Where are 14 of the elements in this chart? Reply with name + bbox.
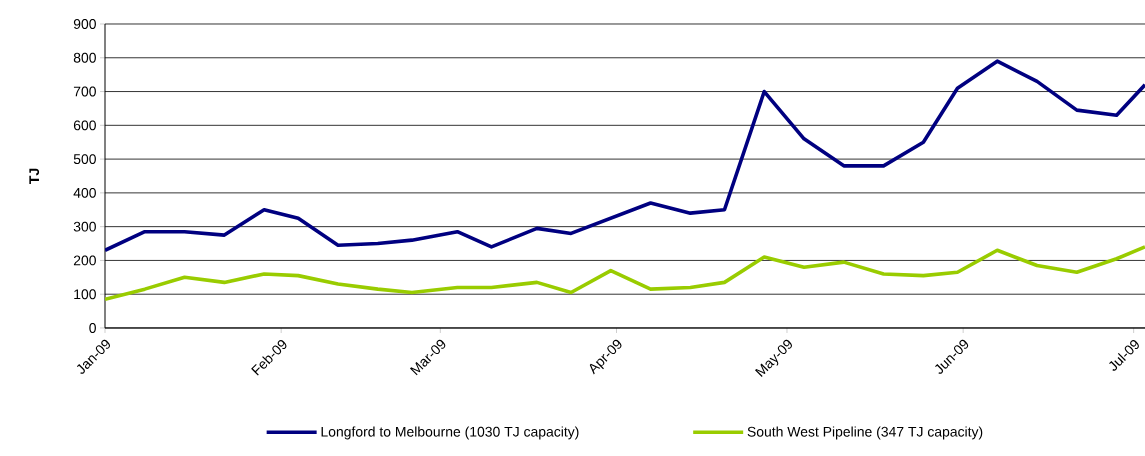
line-series (105, 245, 1145, 302)
legend-label: Longford to Melbourne (1030 TJ capacity) (321, 426, 579, 440)
y-tick-label: 600 (73, 120, 96, 131)
y-tick-label: 0 (89, 323, 96, 333)
y-tick-label: 100 (74, 289, 96, 300)
y-axis-title: TJ (29, 168, 40, 184)
y-tick-label: 500 (73, 154, 96, 165)
y-tick-label: 300 (73, 221, 96, 232)
legend-label: South West Pipeline (347 TJ capacity) (747, 426, 983, 440)
y-tick-label: 900 (73, 19, 96, 29)
y-tick-label: 400 (73, 187, 96, 198)
y-tick-label: 200 (73, 255, 96, 266)
y-tick-label: 800 (73, 52, 96, 63)
y-tick-label: 700 (73, 86, 96, 97)
